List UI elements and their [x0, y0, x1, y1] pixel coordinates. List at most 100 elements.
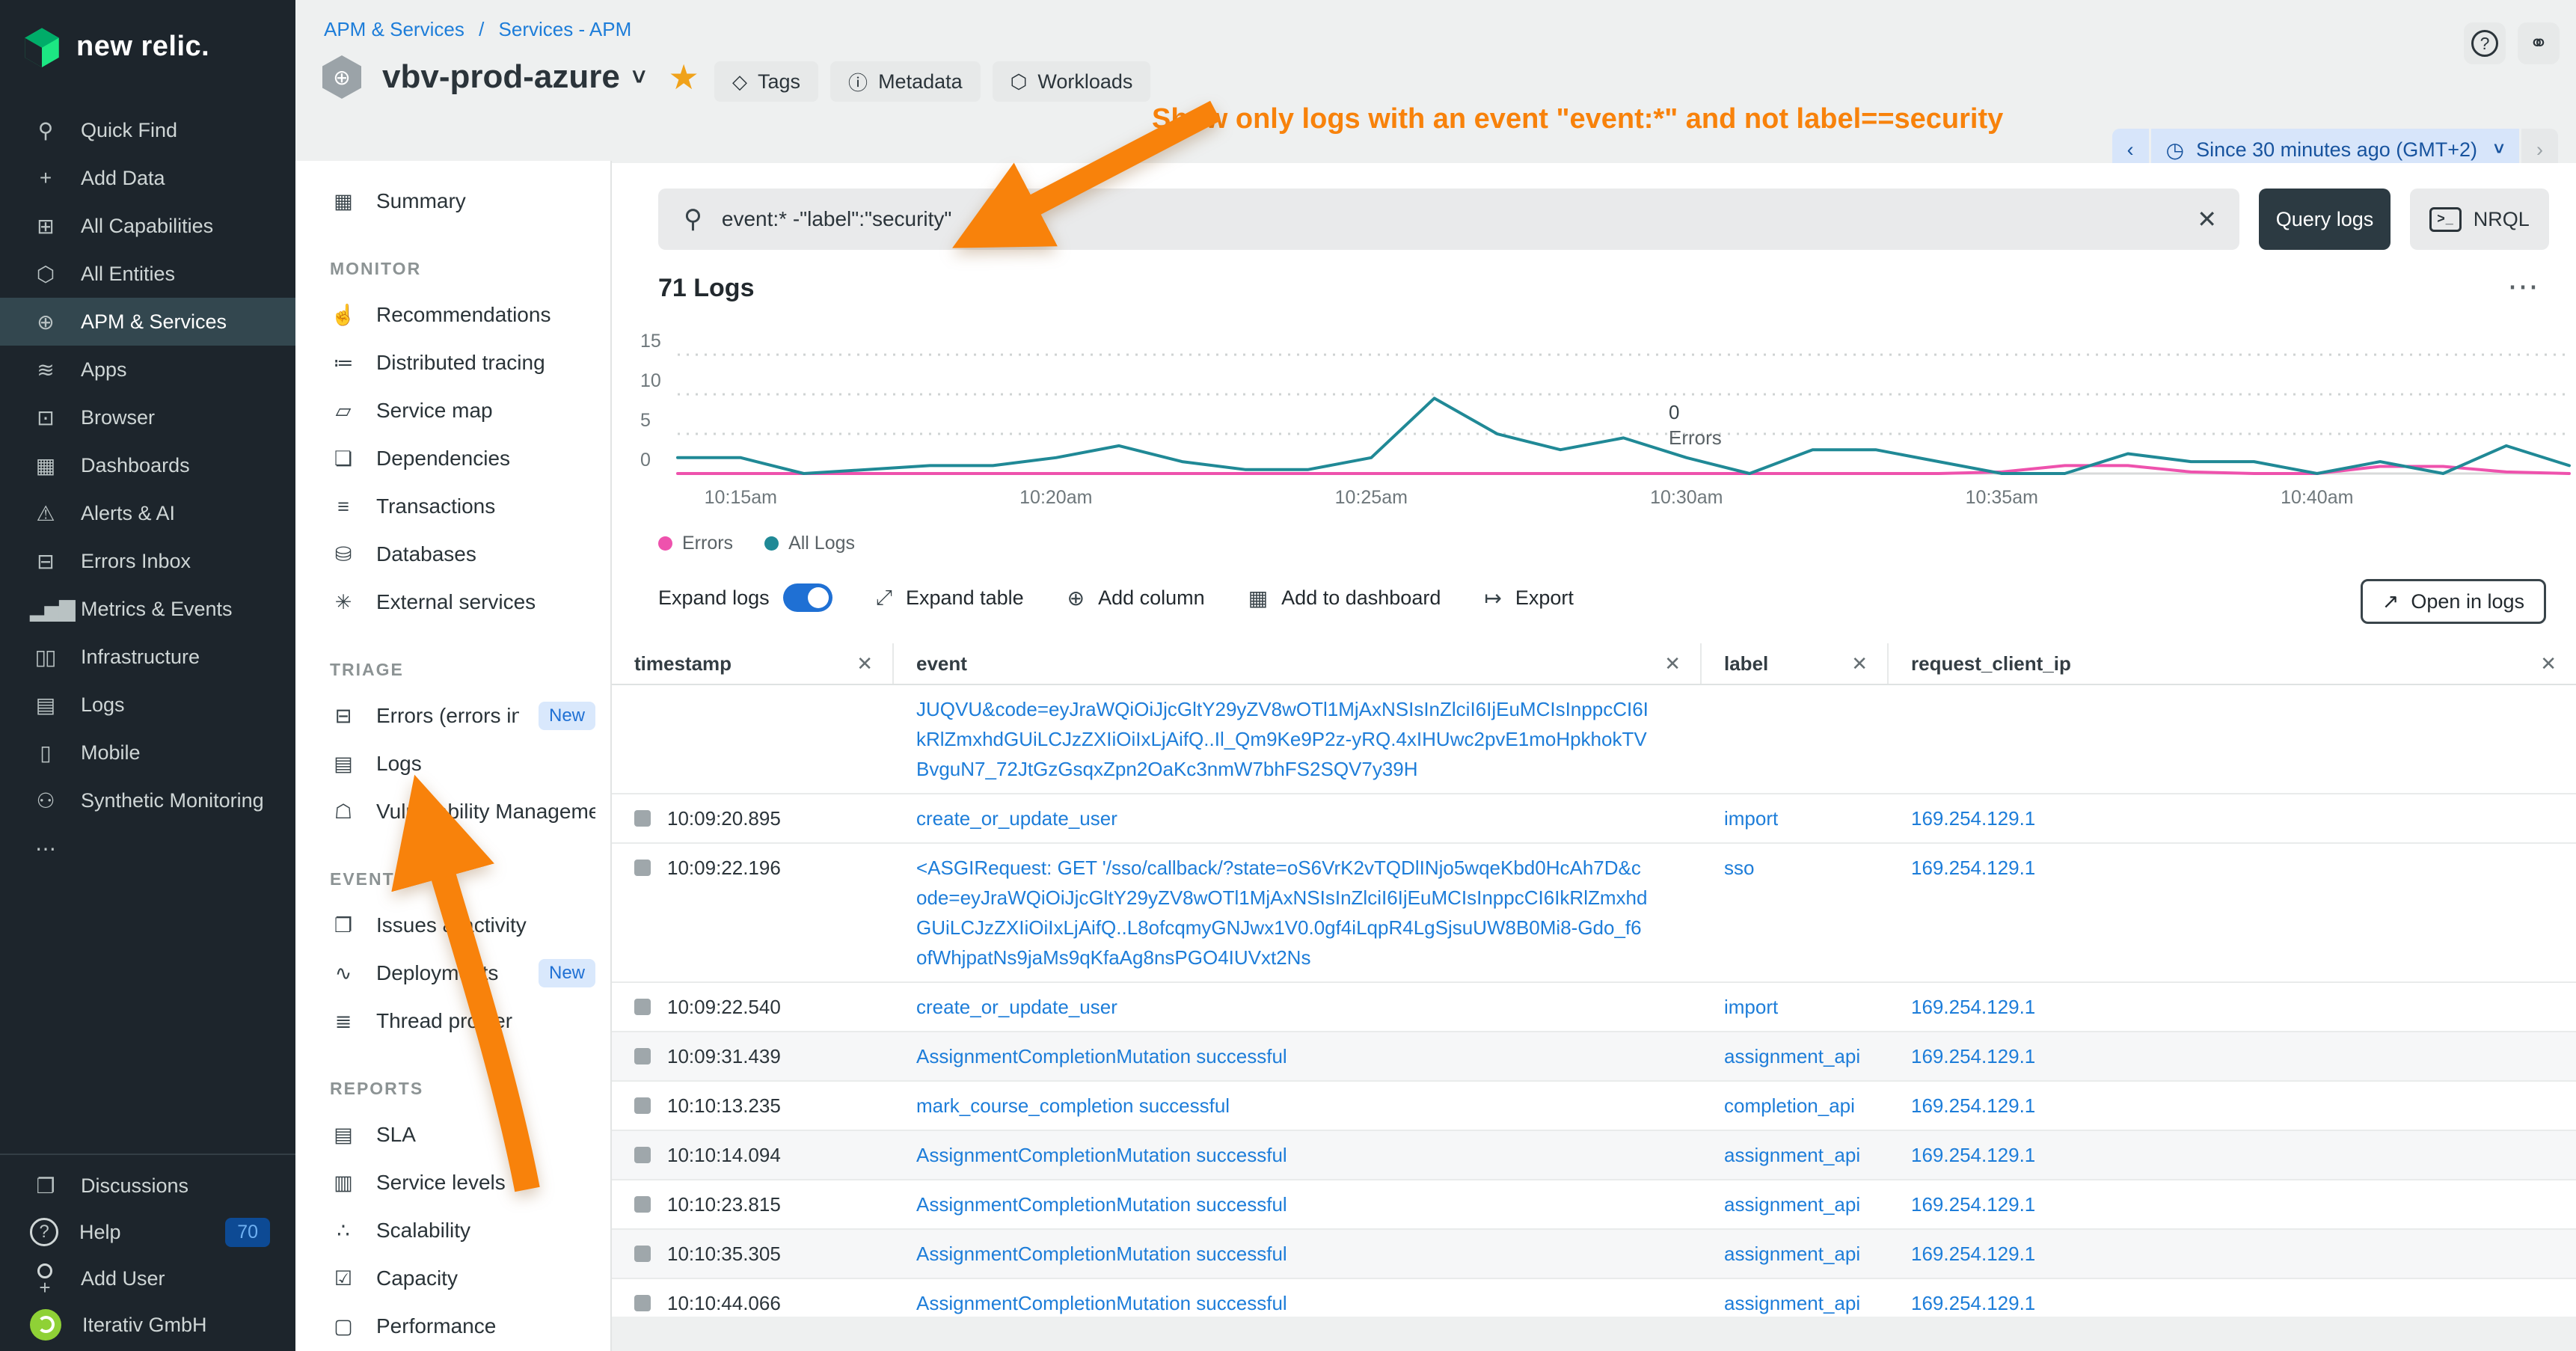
primary-sidebar-item[interactable]: ⚇ Synthetic Monitoring	[0, 776, 295, 824]
ip-link[interactable]: 169.254.129.1	[1911, 857, 2035, 879]
event-link[interactable]: create_or_update_user	[916, 807, 1117, 830]
primary-sidebar-item[interactable]: ⚠ Alerts & AI	[0, 489, 295, 537]
ip-link[interactable]: 169.254.129.1	[1911, 1243, 2035, 1265]
column-header[interactable]: timestamp ✕	[612, 643, 894, 684]
primary-sidebar-item[interactable]: ▯ Mobile	[0, 729, 295, 776]
secondary-sidebar-item[interactable]: ☝ Recommendations	[295, 291, 610, 339]
primary-sidebar-item[interactable]: ≋ Apps	[0, 346, 295, 393]
secondary-sidebar-item[interactable]: ▦ Summary	[295, 177, 610, 225]
secondary-sidebar-item[interactable]: ▤ Logs	[295, 740, 610, 788]
primary-sidebar-item[interactable]: ⊕ APM & Services	[0, 298, 295, 346]
primary-sidebar-footer-item[interactable]: ? Help 70	[0, 1209, 295, 1255]
secondary-sidebar-item[interactable]: ∿ Deployments New	[295, 949, 610, 997]
query-logs-button[interactable]: Query logs	[2259, 189, 2391, 250]
new-relic-logo[interactable]: new relic.	[0, 0, 295, 67]
log-severity-square-icon[interactable]	[634, 1048, 651, 1064]
favorite-star-icon[interactable]: ★	[669, 57, 699, 97]
log-severity-square-icon[interactable]	[634, 1147, 651, 1163]
primary-sidebar-item[interactable]: ▤ Logs	[0, 681, 295, 729]
entity-dropdown-caret-icon[interactable]: ˅	[632, 64, 646, 91]
label-link[interactable]: sso	[1724, 857, 1754, 879]
primary-sidebar-item[interactable]: ▦ Dashboards	[0, 441, 295, 489]
secondary-sidebar-item[interactable]: ▢ Performance	[295, 1302, 610, 1350]
ip-link[interactable]: 169.254.129.1	[1911, 1193, 2035, 1216]
remove-column-icon[interactable]: ✕	[1851, 652, 1868, 676]
log-row[interactable]: 10:09:20.895 create_or_update_user impor…	[612, 794, 2576, 844]
secondary-sidebar-item[interactable]: TRIAGE	[295, 626, 610, 692]
secondary-sidebar-item[interactable]: EVENTS	[295, 836, 610, 901]
event-link[interactable]: AssignmentCompletionMutation successful	[916, 1193, 1287, 1216]
permalink-button[interactable]: ⚭	[2518, 22, 2560, 64]
ip-link[interactable]: 169.254.129.1	[1911, 1094, 2035, 1117]
secondary-sidebar-item[interactable]: ∴ Scalability	[295, 1207, 610, 1254]
label-link[interactable]: assignment_api	[1724, 1193, 1860, 1216]
remove-column-icon[interactable]: ✕	[856, 652, 873, 676]
secondary-sidebar-item[interactable]: ≣ Thread profiler	[295, 997, 610, 1045]
secondary-sidebar-item[interactable]: ▤ SLA	[295, 1111, 610, 1159]
ip-link[interactable]: 169.254.129.1	[1911, 1045, 2035, 1067]
primary-sidebar-item[interactable]: ⊞ All Capabilities	[0, 202, 295, 250]
secondary-sidebar-item[interactable]: MONITOR	[295, 225, 610, 291]
toolbar-action-button[interactable]: ↦ Export	[1484, 586, 1574, 610]
entity-header-button[interactable]: ⓘ Metadata	[830, 61, 981, 102]
help-button[interactable]: ?	[2464, 22, 2506, 64]
log-severity-square-icon[interactable]	[634, 1246, 651, 1262]
remove-column-icon[interactable]: ✕	[2540, 652, 2557, 676]
primary-sidebar-item[interactable]: + Add Data	[0, 154, 295, 202]
breadcrumb-link-apm-services[interactable]: APM & Services	[324, 18, 464, 40]
secondary-sidebar-item[interactable]: ☑ Capacity	[295, 1254, 610, 1302]
open-in-logs-button[interactable]: ↗ Open in logs	[2361, 579, 2546, 624]
log-row[interactable]: JUQVU&code=eyJraWQiOiJjcGltY29yZV8wOTl1M…	[612, 685, 2576, 794]
secondary-sidebar-item[interactable]: ⛁ Databases	[295, 530, 610, 578]
log-severity-square-icon[interactable]	[634, 999, 651, 1015]
secondary-sidebar-item[interactable]: REPORTS	[295, 1045, 610, 1111]
chart-plot-area[interactable]	[678, 339, 2569, 474]
primary-sidebar-item[interactable]: ⊟ Errors Inbox	[0, 537, 295, 585]
log-row[interactable]: 10:10:14.094 AssignmentCompletionMutatio…	[612, 1131, 2576, 1180]
entity-header-button[interactable]: ⬡ Workloads	[993, 61, 1151, 102]
legend-item[interactable]: All Logs	[764, 533, 855, 554]
event-link[interactable]: AssignmentCompletionMutation successful	[916, 1144, 1287, 1166]
label-link[interactable]: assignment_api	[1724, 1144, 1860, 1166]
event-link[interactable]: AssignmentCompletionMutation successful	[916, 1292, 1287, 1314]
legend-item[interactable]: Errors	[658, 533, 733, 554]
log-row[interactable]: 10:10:35.305 AssignmentCompletionMutatio…	[612, 1230, 2576, 1279]
ip-link[interactable]: 169.254.129.1	[1911, 1292, 2035, 1314]
column-header[interactable]: event ✕	[894, 643, 1702, 684]
primary-sidebar-footer-item[interactable]: ❐ Discussions	[0, 1162, 295, 1209]
primary-sidebar-item[interactable]: ⬡ All Entities	[0, 250, 295, 298]
secondary-sidebar-item[interactable]: ❐ Issues & activity	[295, 901, 610, 949]
expand-logs-toggle[interactable]	[783, 583, 832, 612]
log-row[interactable]: 10:09:22.196 <ASGIRequest: GET '/sso/cal…	[612, 844, 2576, 983]
event-link[interactable]: mark_course_completion successful	[916, 1094, 1230, 1117]
primary-sidebar-footer-item[interactable]: Add User	[0, 1255, 295, 1302]
primary-sidebar-item[interactable]: ⋯	[0, 824, 295, 872]
toolbar-action-button[interactable]: ⊕ Add column	[1067, 586, 1205, 610]
event-link[interactable]: AssignmentCompletionMutation successful	[916, 1243, 1287, 1265]
secondary-sidebar-item[interactable]: ≔ Distributed tracing	[295, 339, 610, 387]
log-severity-square-icon[interactable]	[634, 860, 651, 876]
label-link[interactable]: completion_api	[1724, 1094, 1855, 1117]
log-row[interactable]: 10:10:13.235 mark_course_completion succ…	[612, 1082, 2576, 1131]
log-severity-square-icon[interactable]	[634, 1097, 651, 1114]
query-input[interactable]	[720, 206, 2172, 232]
secondary-sidebar-item[interactable]: ≡ Transactions	[295, 482, 610, 530]
nrql-button[interactable]: >_ NRQL	[2410, 189, 2549, 250]
event-link[interactable]: AssignmentCompletionMutation successful	[916, 1045, 1287, 1067]
toolbar-action-button[interactable]: ⤢ Expand table	[876, 586, 1024, 610]
event-link[interactable]: create_or_update_user	[916, 996, 1117, 1018]
log-severity-square-icon[interactable]	[634, 1295, 651, 1311]
event-link[interactable]: <ASGIRequest: GET '/sso/callback/?state=…	[916, 857, 1647, 969]
column-header[interactable]: request_client_ip ✕	[1889, 643, 2576, 684]
secondary-sidebar-item[interactable]: ▱ Service map	[295, 387, 610, 435]
log-row[interactable]: 10:10:44.066 AssignmentCompletionMutatio…	[612, 1279, 2576, 1317]
entity-name[interactable]: vbv-prod-azure	[382, 58, 620, 96]
secondary-sidebar-item[interactable]: ✳ External services	[295, 578, 610, 626]
label-link[interactable]: import	[1724, 807, 1778, 830]
ip-link[interactable]: 169.254.129.1	[1911, 807, 2035, 830]
ip-link[interactable]: 169.254.129.1	[1911, 996, 2035, 1018]
primary-sidebar-footer-item[interactable]: Iterativ GmbH	[0, 1302, 295, 1348]
log-severity-square-icon[interactable]	[634, 810, 651, 827]
ip-link[interactable]: 169.254.129.1	[1911, 1144, 2035, 1166]
entity-header-button[interactable]: ◇ Tags	[714, 61, 818, 102]
